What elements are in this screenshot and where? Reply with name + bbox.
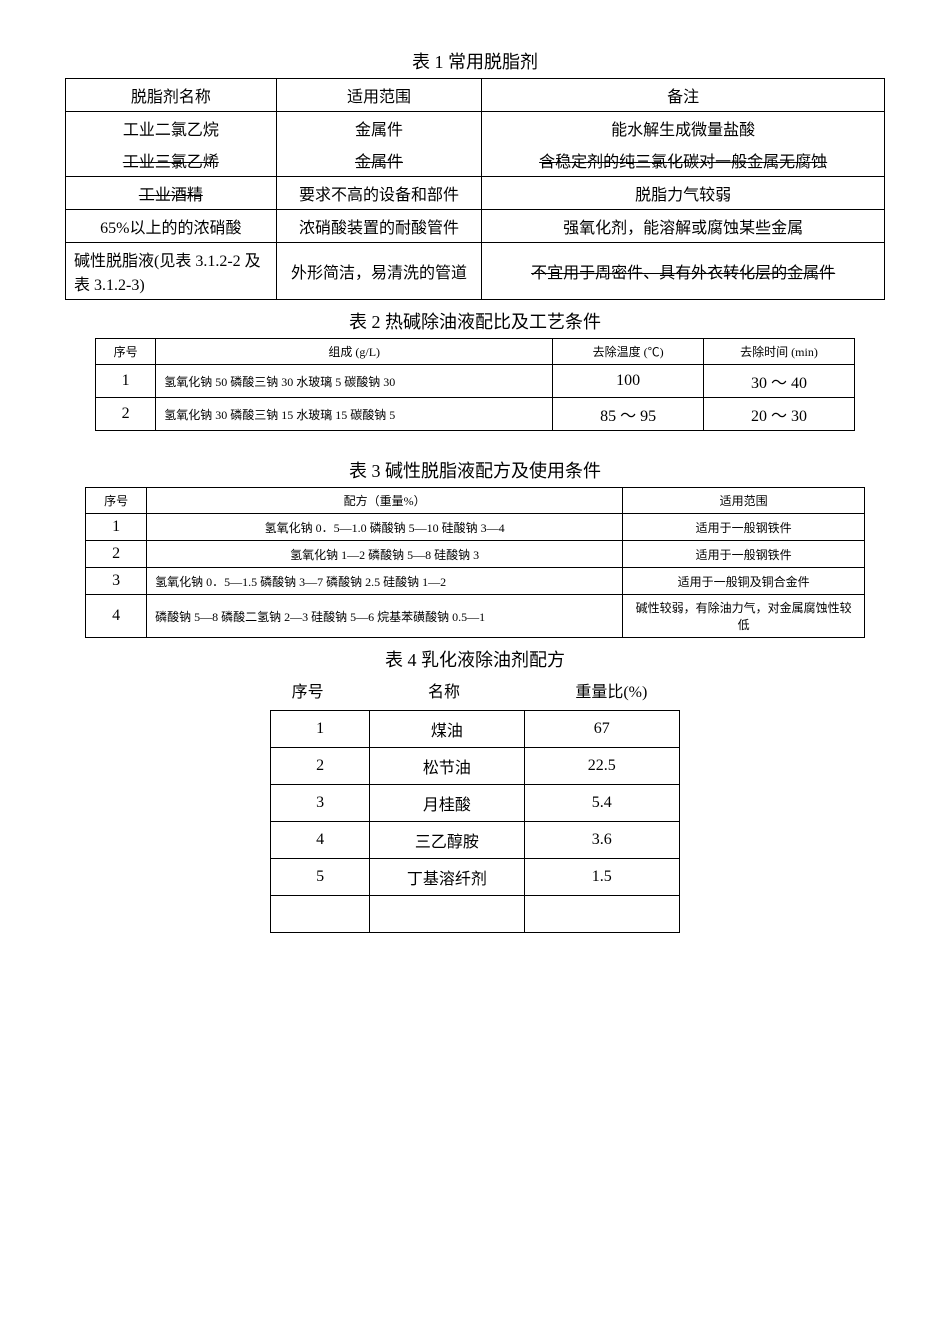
table2: 序号 组成 (g/L) 去除温度 (℃) 去除时间 (min) 1 氢氧化钠 5… [95,338,855,431]
table2-caption: 表 2 热碱除油液配比及工艺条件 [50,308,900,334]
t1-r1c2: 含稳定剂的纯三氯化碳对一般金属无腐蚀 [482,144,885,177]
t4-h1: 名称 [360,676,527,704]
t1-r4c2: 不宜用于周密件、具有外衣转化层的金属件 [482,243,885,300]
table3-caption: 表 3 碱性脱脂液配方及使用条件 [50,457,900,483]
table-row: 65%以上的的浓硝酸 浓硝酸装置的耐酸管件 强氧化剂，能溶解或腐蚀某些金属 [66,210,885,243]
table-row: 1 氢氧化钠 50 磷酸三钠 30 水玻璃 5 碳酸钠 30 100 30 ～ … [96,365,855,398]
t4-r2c2: 5.4 [524,785,679,822]
t1-r3c2: 强氧化剂，能溶解或腐蚀某些金属 [482,210,885,243]
table4: 1 煤油 67 2 松节油 22.5 3 月桂酸 5.4 4 三乙醇胺 3.6 … [270,710,680,933]
t1-r1c0: 工业三氯乙烯 [66,144,277,177]
t3-r1c2: 适用于一般钢铁件 [623,541,865,568]
t2-h0: 序号 [96,339,156,365]
t1-r3c0: 65%以上的的浓硝酸 [66,210,277,243]
t4-r2c0: 3 [271,785,370,822]
t2-r1c1: 氢氧化钠 30 磷酸三钠 15 水玻璃 15 碳酸钠 5 [156,398,553,431]
table-row: 工业三氯乙烯 金属件 含稳定剂的纯三氯化碳对一般金属无腐蚀 [66,144,885,177]
table-row [271,896,680,933]
table-row: 工业二氯乙烷 金属件 能水解生成微量盐酸 [66,112,885,145]
table-row: 1 煤油 67 [271,711,680,748]
t2-h3: 去除时间 (min) [704,339,855,365]
table-row: 1 氢氧化钠 0．5—1.0 磷酸钠 5—10 硅酸钠 3—4 适用于一般钢铁件 [86,514,865,541]
t3-h0: 序号 [86,488,147,514]
table1: 脱脂剂名称 适用范围 备注 工业二氯乙烷 金属件 能水解生成微量盐酸 工业三氯乙… [65,78,885,300]
t3-r0c2: 适用于一般钢铁件 [623,514,865,541]
t1-h0: 脱脂剂名称 [66,79,277,112]
t4-r3c0: 4 [271,822,370,859]
t4-r1c2: 22.5 [524,748,679,785]
t4-r5c2 [524,896,679,933]
t4-r1c1: 松节油 [370,748,524,785]
t4-r0c0: 1 [271,711,370,748]
t4-h0: 序号 [255,676,360,704]
t2-h2: 去除温度 (℃) [553,339,704,365]
t3-r2c0: 3 [86,568,147,595]
t3-r2c1: 氢氧化钠 0．5—1.5 磷酸钠 3—7 磷酸钠 2.5 硅酸钠 1—2 [147,568,623,595]
t1-r4c1: 外形简洁，易清洗的管道 [276,243,482,300]
t1-h1: 适用范围 [276,79,482,112]
t2-r0c3: 30 ～ 40 [704,365,855,398]
t4-r2c1: 月桂酸 [370,785,524,822]
t3-h1: 配方（重量%） [147,488,623,514]
t1-r1c1: 金属件 [276,144,482,177]
t3-r2c2: 适用于一般铜及铜合金件 [623,568,865,595]
t1-r0c1: 金属件 [276,112,482,145]
t4-r3c2: 3.6 [524,822,679,859]
table4-header: 序号 名称 重量比(%) [255,676,695,704]
t1-r3c1: 浓硝酸装置的耐酸管件 [276,210,482,243]
t2-h1: 组成 (g/L) [156,339,553,365]
table-row: 碱性脱脂液(见表 3.1.2-2 及表 3.1.2-3) 外形简洁，易清洗的管道… [66,243,885,300]
table2-header-row: 序号 组成 (g/L) 去除温度 (℃) 去除时间 (min) [96,339,855,365]
t4-h2: 重量比(%) [528,676,695,704]
table-row: 2 松节油 22.5 [271,748,680,785]
t2-r1c0: 2 [96,398,156,431]
t1-r0c2: 能水解生成微量盐酸 [482,112,885,145]
t3-r3c2: 碱性较弱，有除油力气，对金属腐蚀性较低 [623,595,865,638]
t3-r3c0: 4 [86,595,147,638]
t3-r1c0: 2 [86,541,147,568]
t3-r1c1: 氢氧化钠 1—2 磷酸钠 5—8 硅酸钠 3 [147,541,623,568]
t1-r2c2: 脱脂力气较弱 [482,177,885,210]
table-row: 3 氢氧化钠 0．5—1.5 磷酸钠 3—7 磷酸钠 2.5 硅酸钠 1—2 适… [86,568,865,595]
table-row: 2 氢氧化钠 1—2 磷酸钠 5—8 硅酸钠 3 适用于一般钢铁件 [86,541,865,568]
table-row: 4 三乙醇胺 3.6 [271,822,680,859]
t2-r0c1: 氢氧化钠 50 磷酸三钠 30 水玻璃 5 碳酸钠 30 [156,365,553,398]
t2-r0c2: 100 [553,365,704,398]
table3: 序号 配方（重量%） 适用范围 1 氢氧化钠 0．5—1.0 磷酸钠 5—10 … [85,487,865,638]
t3-r0c0: 1 [86,514,147,541]
t2-r1c3: 20 ～ 30 [704,398,855,431]
t4-r5c0 [271,896,370,933]
table3-header-row: 序号 配方（重量%） 适用范围 [86,488,865,514]
table-row: 工业酒精 要求不高的设备和部件 脱脂力气较弱 [66,177,885,210]
t1-r0c0: 工业二氯乙烷 [66,112,277,145]
t4-r4c2: 1.5 [524,859,679,896]
table1-header-row: 脱脂剂名称 适用范围 备注 [66,79,885,112]
t1-r4c0: 碱性脱脂液(见表 3.1.2-2 及表 3.1.2-3) [66,243,277,300]
t4-r4c0: 5 [271,859,370,896]
t4-r1c0: 2 [271,748,370,785]
table-row: 5 丁基溶纤剂 1.5 [271,859,680,896]
t4-r5c1 [370,896,524,933]
t3-r0c1: 氢氧化钠 0．5—1.0 磷酸钠 5—10 硅酸钠 3—4 [147,514,623,541]
table-row: 3 月桂酸 5.4 [271,785,680,822]
t2-r1c2: 85 ～ 95 [553,398,704,431]
table1-caption: 表 1 常用脱脂剂 [50,48,900,74]
t4-r3c1: 三乙醇胺 [370,822,524,859]
t3-h2: 适用范围 [623,488,865,514]
t4-r0c1: 煤油 [370,711,524,748]
t1-r2c0: 工业酒精 [66,177,277,210]
t4-r0c2: 67 [524,711,679,748]
t1-h2: 备注 [482,79,885,112]
t3-r3c1: 磷酸钠 5—8 磷酸二氢钠 2—3 硅酸钠 5—6 烷基苯磺酸钠 0.5—1 [147,595,623,638]
t1-r2c1: 要求不高的设备和部件 [276,177,482,210]
t4-r4c1: 丁基溶纤剂 [370,859,524,896]
t2-r0c0: 1 [96,365,156,398]
table-row: 2 氢氧化钠 30 磷酸三钠 15 水玻璃 15 碳酸钠 5 85 ～ 95 2… [96,398,855,431]
table4-caption: 表 4 乳化液除油剂配方 [50,646,900,672]
table-row: 4 磷酸钠 5—8 磷酸二氢钠 2—3 硅酸钠 5—6 烷基苯磺酸钠 0.5—1… [86,595,865,638]
